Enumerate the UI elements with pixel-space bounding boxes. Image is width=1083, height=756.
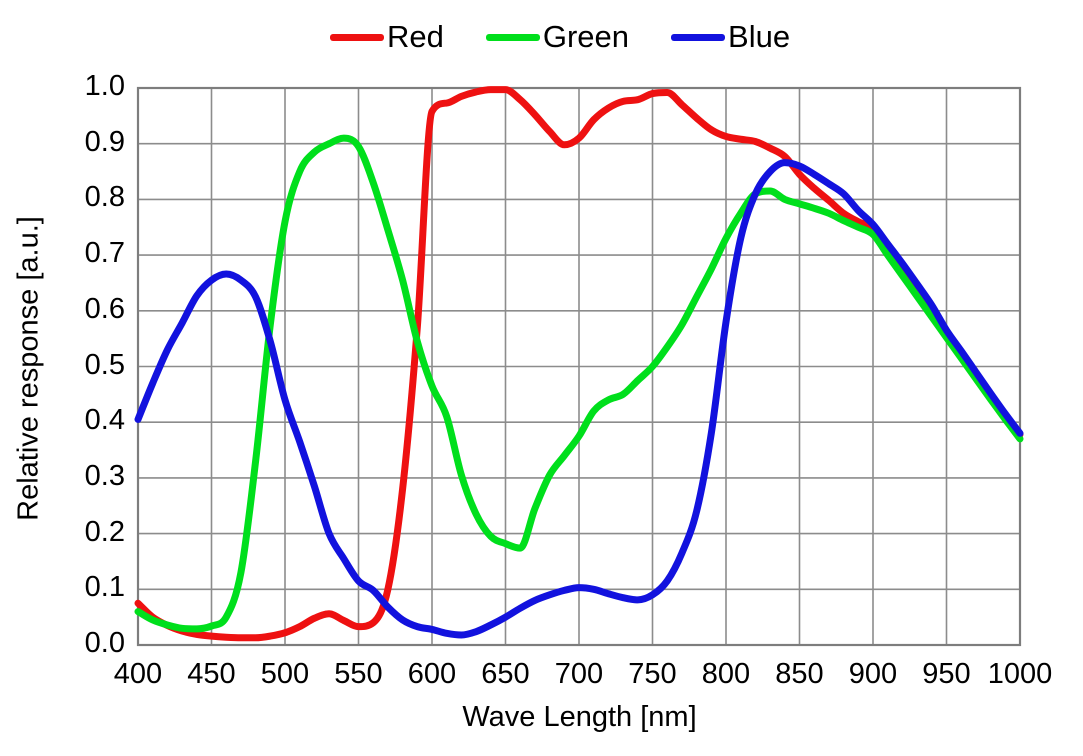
y-tick-label: 0.5 (84, 348, 125, 381)
x-tick-label: 900 (848, 658, 898, 690)
legend-item-green: Green (485, 19, 630, 54)
x-tick-label: 700 (554, 658, 604, 690)
y-tick-label: 0.2 (84, 515, 125, 548)
x-tick-label: 600 (407, 658, 457, 690)
legend-label-red: Red (387, 19, 444, 54)
y-axis-title: Relative response [a.u.] (12, 216, 45, 521)
legend-swatch-red-icon (330, 33, 384, 41)
y-tick-label: 0.4 (84, 404, 125, 437)
y-tick-label: 0.3 (84, 460, 125, 493)
x-tick-label: 800 (701, 658, 751, 690)
legend-item-red: Red (330, 20, 444, 54)
x-tick-label: 950 (922, 658, 971, 690)
y-tick-label: 0.0 (84, 627, 125, 660)
legend-item-blue: Blue (671, 20, 790, 54)
y-tick-label: 0.7 (84, 237, 125, 270)
legend: Red Green Blue (330, 20, 790, 54)
legend-swatch-blue-icon (671, 33, 726, 41)
y-tick-label: 0.8 (84, 181, 125, 214)
series-curve-blue (134, 159, 1024, 639)
legend-label-green: Green (542, 19, 630, 54)
x-tick-label: 850 (775, 658, 824, 690)
y-tick-label: 1.0 (84, 70, 125, 103)
y-tick-label: 0.9 (84, 125, 125, 158)
x-tick-label: 400 (113, 658, 163, 690)
series-curve-green (134, 134, 1024, 633)
y-tick-label: 0.6 (84, 292, 125, 325)
x-tick-label: 650 (481, 658, 530, 690)
x-tick-label: 450 (187, 658, 236, 690)
x-tick-label: 550 (334, 658, 383, 690)
x-tick-label: 500 (260, 658, 310, 690)
plot-frame (136, 86, 1022, 647)
y-tick-label: 0.1 (84, 571, 125, 604)
x-axis-title: Wave Length [nm] (462, 701, 697, 733)
legend-swatch-green-icon (485, 33, 540, 41)
x-tick-label: 750 (628, 658, 677, 690)
x-tick-label: 1000 (987, 658, 1053, 690)
legend-label-blue: Blue (728, 19, 791, 54)
